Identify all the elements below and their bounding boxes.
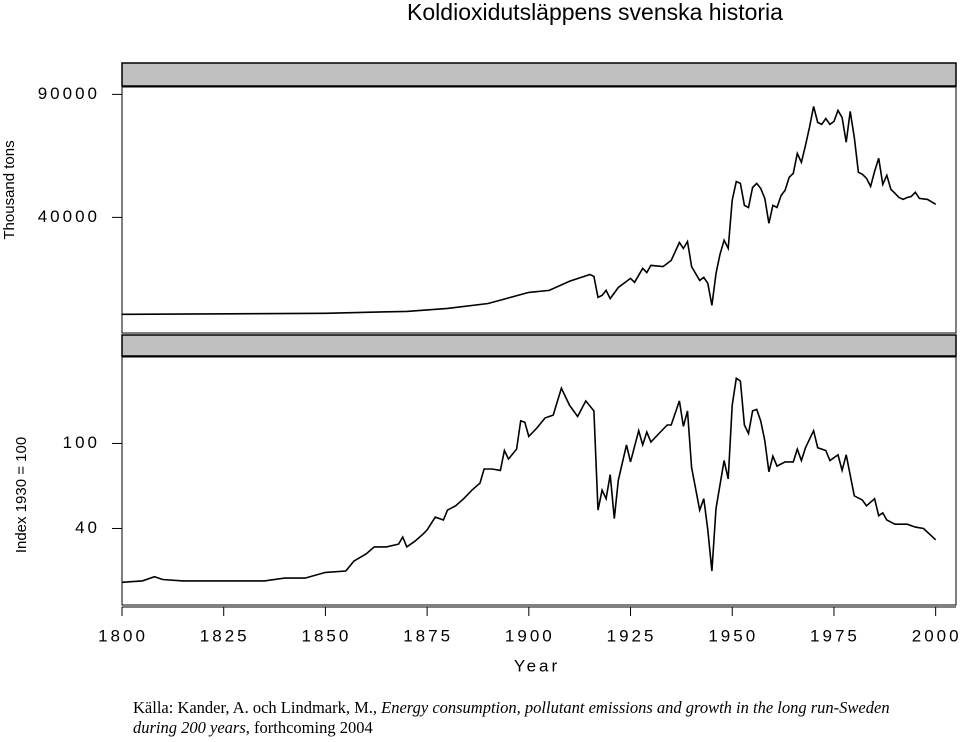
x-tick-label: 1975 [810, 626, 860, 645]
data-line [121, 106, 937, 316]
y-tick-label: 40000 [38, 207, 100, 226]
x-tick-label: 1825 [200, 626, 250, 645]
source-tail: , forthcoming 2004 [245, 718, 373, 737]
x-tick-label: 2000 [912, 626, 960, 645]
x-tick-label: 1950 [708, 626, 758, 645]
source-work: Energy consumption, pollutant emissions … [133, 698, 890, 737]
y-tick-label: 100 [63, 433, 100, 452]
y-axis-label: Index 1930 = 100 [13, 437, 30, 553]
y-tick-label: 40 [75, 518, 100, 537]
x-axis-label: Year [514, 656, 560, 675]
x-tick-label: 1900 [505, 626, 555, 645]
x-tick-label: 1850 [302, 626, 352, 645]
plot-frame [121, 356, 957, 606]
chart-title: Koldioxidutsläppens svenska historia [407, 0, 783, 25]
source-note: Källa: Kander, A. och Lindmark, M., Ener… [133, 698, 923, 738]
source-lead: Källa: Kander, A. och Lindmark, M., [133, 698, 378, 717]
y-tick-label: 90000 [38, 84, 100, 103]
plot-frame [121, 86, 957, 334]
x-tick-label: 1800 [98, 626, 148, 645]
x-tick-label: 1875 [403, 626, 453, 645]
y-axis-label: Thousand tons [1, 140, 18, 239]
panel-strip [121, 62, 957, 87]
panel-strip [121, 334, 957, 357]
x-tick-label: 1925 [607, 626, 657, 645]
data-line [121, 376, 937, 584]
